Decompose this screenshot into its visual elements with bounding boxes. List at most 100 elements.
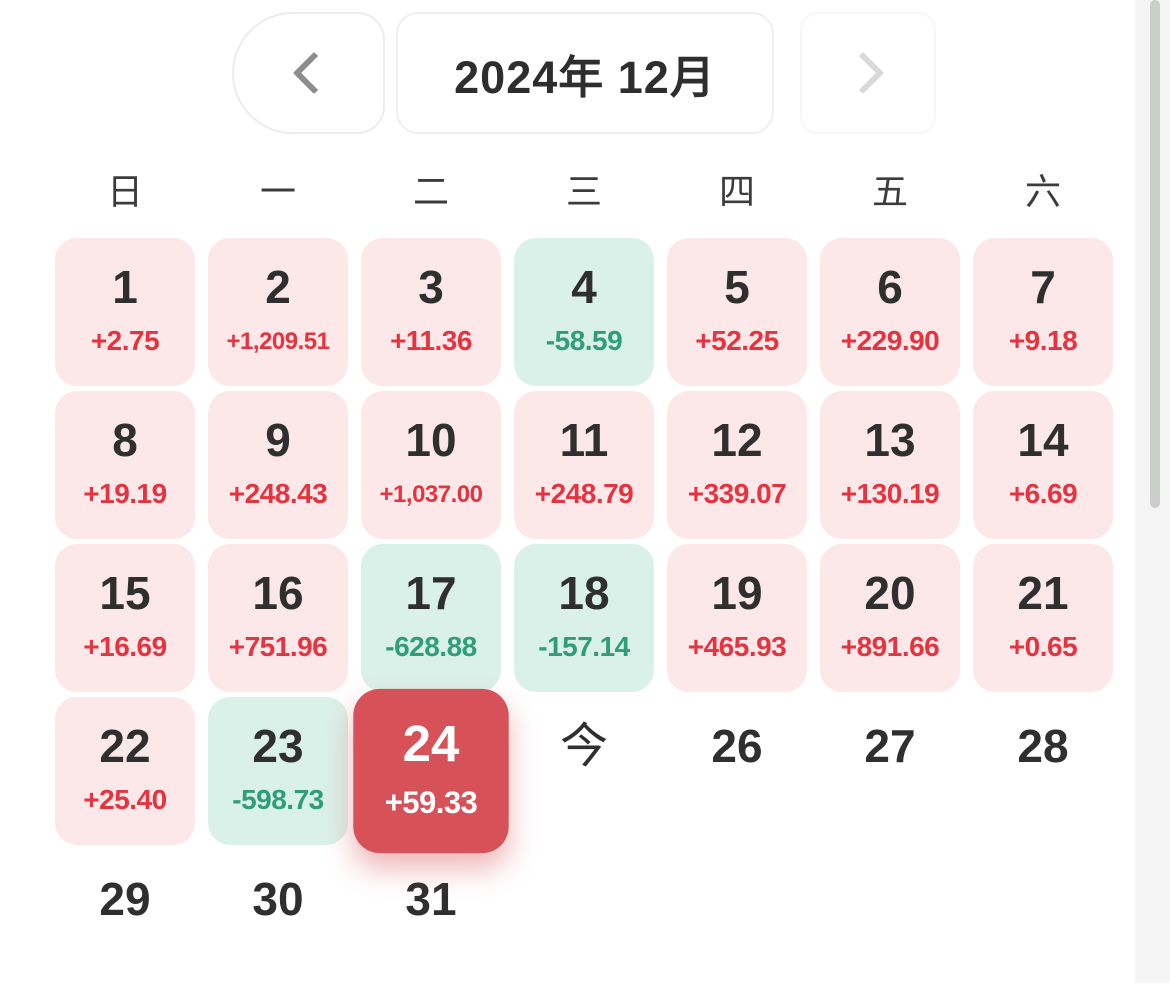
- weekday-header-row: 日一二三四五六: [55, 158, 1113, 220]
- calendar-day-4[interactable]: 4 -58.59: [514, 238, 654, 386]
- day-number: 28: [1017, 720, 1069, 772]
- next-month-button[interactable]: [800, 12, 936, 134]
- day-value: +2.75: [90, 324, 160, 356]
- day-value: +25.40: [83, 783, 167, 815]
- day-value: +11.36: [390, 324, 472, 356]
- day-value: +339.07: [687, 477, 787, 509]
- calendar-day-9[interactable]: 9 +248.43: [208, 391, 348, 539]
- day-value: +59.33: [384, 784, 478, 820]
- day-number: 18: [558, 567, 610, 619]
- calendar-day-11[interactable]: 11 +248.79: [514, 391, 654, 539]
- day-value: +19.19: [83, 477, 167, 509]
- calendar-day-22[interactable]: 22 +25.40: [55, 697, 195, 845]
- day-number: 13: [864, 414, 916, 466]
- calendar-day-24[interactable]: 24 +59.33: [353, 688, 509, 854]
- calendar-day-5[interactable]: 5 +52.25: [667, 238, 807, 386]
- chevron-left-icon: [292, 51, 335, 95]
- calendar-day-16[interactable]: 16 +751.96: [208, 544, 348, 692]
- day-value: +248.43: [228, 477, 328, 509]
- day-number: 12: [711, 414, 763, 466]
- scrollbar-thumb[interactable]: [1150, 0, 1160, 508]
- day-number: 31: [405, 873, 457, 925]
- day-value: +6.69: [1008, 477, 1078, 509]
- day-value: +0.65: [1008, 630, 1078, 662]
- calendar-day-30[interactable]: 30: [208, 850, 348, 998]
- day-number: 11: [559, 414, 609, 466]
- day-value: +229.90: [840, 324, 940, 356]
- day-value: +16.69: [83, 630, 167, 662]
- day-number: 19: [711, 567, 763, 619]
- day-number: 1: [112, 261, 138, 313]
- chevron-right-icon: [841, 51, 885, 95]
- day-number: 2: [265, 261, 291, 313]
- weekday-label: 五: [871, 171, 908, 212]
- calendar-day-7[interactable]: 7 +9.18: [973, 238, 1113, 386]
- weekday-label: 六: [1024, 171, 1061, 212]
- weekday-label: 三: [565, 171, 602, 212]
- day-number: 5: [724, 261, 750, 313]
- calendar-day-21[interactable]: 21 +0.65: [973, 544, 1113, 692]
- calendar-day-15[interactable]: 15 +16.69: [55, 544, 195, 692]
- day-number: 27: [864, 720, 916, 772]
- calendar-day-28[interactable]: 28: [973, 697, 1113, 845]
- day-number: 30: [252, 873, 304, 925]
- calendar-day-31[interactable]: 31: [361, 850, 501, 998]
- weekday-label: 一: [259, 171, 296, 212]
- weekday-label: 二: [412, 171, 449, 212]
- calendar-day-2[interactable]: 2 +1,209.51: [208, 238, 348, 386]
- calendar-day-20[interactable]: 20 +891.66: [820, 544, 960, 692]
- calendar-day-12[interactable]: 12 +339.07: [667, 391, 807, 539]
- calendar-day-14[interactable]: 14 +6.69: [973, 391, 1113, 539]
- day-number: 8: [112, 414, 138, 466]
- calendar-grid: 1 +2.75 2 +1,209.51 3 +11.36 4 -58.59 5 +52.25 6 +2…: [55, 238, 1113, 998]
- calendar-day-19[interactable]: 19 +465.93: [667, 544, 807, 692]
- day-value: -628.88: [385, 630, 477, 662]
- day-number: 17: [405, 567, 457, 619]
- month-title[interactable]: 2024年 12月: [396, 12, 774, 134]
- calendar-day-17[interactable]: 17 -628.88: [361, 544, 501, 692]
- day-number: 23: [252, 720, 304, 772]
- prev-month-button[interactable]: [232, 12, 385, 134]
- day-number: 今: [559, 720, 608, 773]
- day-value: -598.73: [232, 783, 324, 815]
- calendar-day-27[interactable]: 27: [820, 697, 960, 845]
- day-number: 29: [99, 873, 151, 925]
- day-value: +130.19: [840, 477, 940, 509]
- calendar-day-13[interactable]: 13 +130.19: [820, 391, 960, 539]
- scrollbar-track: [1135, 0, 1170, 983]
- day-value: +1,037.00: [379, 480, 483, 508]
- calendar-day-6[interactable]: 6 +229.90: [820, 238, 960, 386]
- day-number: 7: [1030, 261, 1056, 313]
- day-value: +465.93: [687, 630, 787, 662]
- calendar-day-10[interactable]: 10 +1,037.00: [361, 391, 501, 539]
- day-number: 15: [99, 567, 151, 619]
- calendar-day-today[interactable]: 今: [514, 697, 654, 845]
- day-number: 4: [571, 261, 597, 313]
- day-number: 21: [1017, 567, 1069, 619]
- day-number: 16: [252, 567, 304, 619]
- calendar-day-23[interactable]: 23 -598.73: [208, 697, 348, 845]
- day-value: +248.79: [534, 477, 634, 509]
- day-number: 3: [418, 261, 444, 313]
- day-value: -157.14: [538, 630, 630, 662]
- day-number: 22: [99, 720, 151, 772]
- day-value: +751.96: [228, 630, 328, 662]
- day-value: +9.18: [1008, 324, 1078, 356]
- day-number: 20: [864, 567, 916, 619]
- calendar-month-nav: 2024年 12月: [232, 12, 936, 134]
- day-value: +52.25: [695, 324, 779, 356]
- weekday-label: 四: [718, 171, 755, 212]
- day-number: 9: [265, 414, 291, 466]
- calendar-day-18[interactable]: 18 -157.14: [514, 544, 654, 692]
- calendar-day-1[interactable]: 1 +2.75: [55, 238, 195, 386]
- day-number: 24: [402, 714, 460, 773]
- calendar-day-8[interactable]: 8 +19.19: [55, 391, 195, 539]
- calendar-day-29[interactable]: 29: [55, 850, 195, 998]
- calendar-day-3[interactable]: 3 +11.36: [361, 238, 501, 386]
- day-number: 14: [1017, 414, 1069, 466]
- day-number: 26: [711, 720, 763, 772]
- calendar-day-26[interactable]: 26: [667, 697, 807, 845]
- day-value: -58.59: [545, 324, 623, 356]
- day-number: 10: [405, 414, 457, 466]
- day-number: 6: [877, 261, 903, 313]
